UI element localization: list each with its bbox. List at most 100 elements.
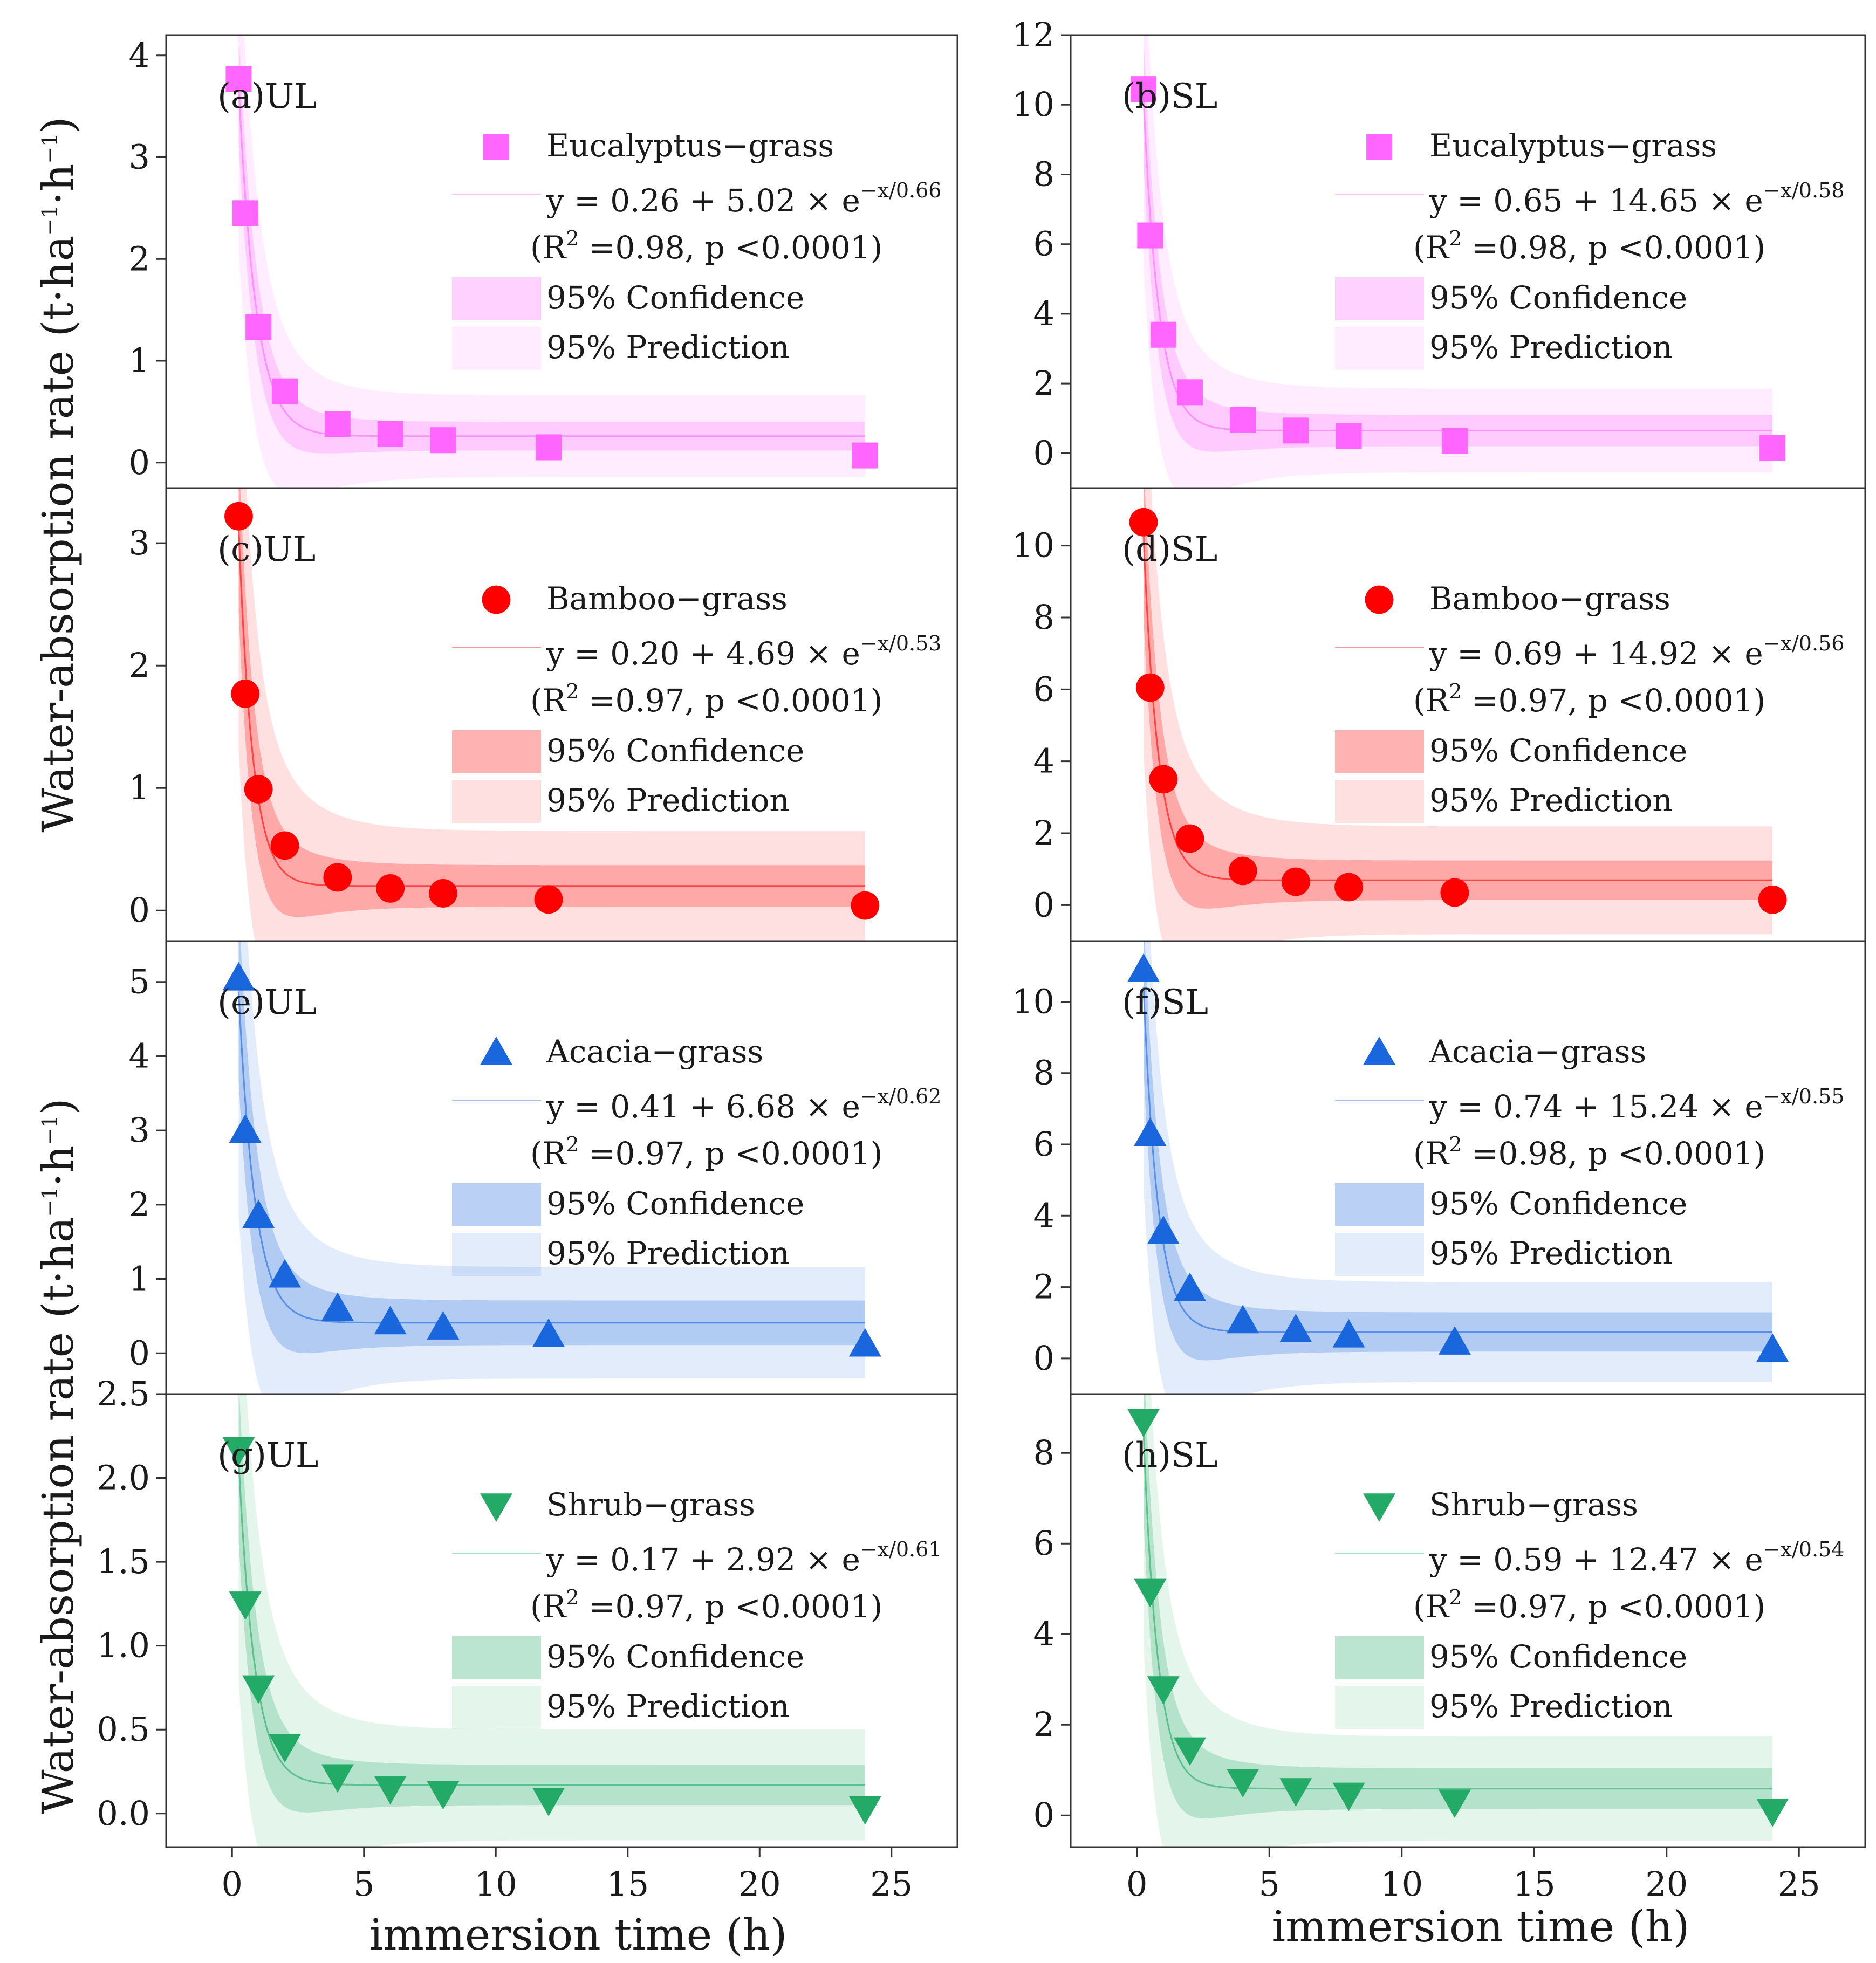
legend-confidence-label: 95% Confidence — [1429, 1185, 1687, 1222]
data-point — [229, 1114, 262, 1143]
legend-prediction-swatch — [1335, 780, 1424, 823]
legend-prediction-label: 95% Prediction — [1429, 329, 1673, 366]
confidence-band — [238, 1394, 865, 1813]
data-point — [1227, 1769, 1259, 1798]
legend-equation: y = 0.59 + 12.47 × e−x/0.54 — [1429, 1538, 1844, 1578]
data-point — [1134, 1578, 1167, 1608]
data-point — [321, 1764, 354, 1793]
data-point — [1440, 878, 1469, 907]
plot-area — [238, 1394, 865, 1847]
data-point — [1149, 765, 1178, 794]
x-tick-label: 10 — [475, 1864, 517, 1904]
legend-confidence-label: 95% Confidence — [546, 279, 804, 316]
y-tick-label: 2 — [129, 1185, 150, 1224]
data-point — [1147, 1216, 1180, 1244]
data-point — [231, 680, 260, 708]
fit-curve — [1142, 986, 1773, 1333]
y-tick-label: 0.0 — [97, 1794, 150, 1833]
legend-stats: (R2 =0.97, p <0.0001) — [1413, 680, 1765, 719]
legend-confidence-label: 95% Confidence — [546, 1185, 804, 1222]
panel-cul: 0 1 2 3 (c)UL Bamboo−grass y = 0.20 + 4.69 × e… — [129, 487, 958, 942]
data-point — [430, 427, 456, 454]
y-tick-label: 0 — [1033, 433, 1055, 472]
y-tick-label: 2 — [129, 646, 150, 685]
data-point — [1756, 1799, 1789, 1827]
legend-series-name: Bamboo−grass — [1429, 580, 1670, 617]
data-point — [848, 1796, 881, 1825]
legend-series-name: Acacia−grass — [546, 1033, 763, 1070]
x-tick-label: 25 — [1778, 1864, 1820, 1904]
data-point — [532, 1318, 565, 1347]
fit-curve — [238, 1459, 865, 1786]
legend-stats: (R2 =0.97, p <0.0001) — [530, 1586, 882, 1625]
data-point — [534, 885, 563, 914]
y-tick-label: 6 — [1033, 224, 1055, 264]
data-point — [1135, 673, 1165, 702]
panel-label: (c)UL — [217, 530, 316, 569]
data-point — [269, 1259, 302, 1288]
y-tick-label: 4 — [129, 36, 150, 75]
panel-eul: 0 1 2 3 4 5 (e)UL Acacia−grass y = 0.41 + 6.68 ×… — [129, 940, 958, 1395]
panel-label: (d)SL — [1122, 530, 1217, 569]
panel-bsl: 0 2 4 6 8 10 12 (b)SL Eucalyptus−grass y = 0.65 +… — [1012, 15, 1866, 489]
data-point — [1279, 1778, 1312, 1807]
legend-equation: y = 0.74 + 15.24 × e−x/0.55 — [1429, 1085, 1844, 1125]
legend-prediction-swatch — [1335, 1233, 1424, 1276]
legend-stats: (R2 =0.97, p <0.0001) — [1413, 1586, 1765, 1625]
legend-marker — [1363, 1493, 1395, 1522]
plot-area — [1142, 1394, 1773, 1847]
data-point — [1281, 867, 1310, 896]
confidence-band — [1144, 941, 1773, 1361]
y-tick-label: 8 — [1033, 1433, 1055, 1472]
data-point — [374, 1776, 407, 1805]
data-point — [1279, 1313, 1312, 1342]
y-tick-label: 0 — [129, 1333, 150, 1372]
y-tick-label: 6 — [1033, 1523, 1055, 1563]
x-tick-label: 0 — [222, 1864, 243, 1904]
legend-confidence-swatch — [452, 277, 541, 320]
legend-confidence-label: 95% Confidence — [1429, 1638, 1687, 1675]
legend-prediction-label: 95% Prediction — [546, 782, 790, 819]
data-point — [1227, 1305, 1259, 1334]
panel-label: (a)UL — [217, 77, 317, 116]
data-point — [224, 502, 253, 531]
data-point — [1176, 379, 1203, 406]
legend-prediction-label: 95% Prediction — [546, 1235, 790, 1272]
plot-area — [238, 941, 865, 1394]
y-tick-label: 8 — [1033, 154, 1055, 194]
y-tick-label: 4 — [1033, 1614, 1055, 1653]
data-point — [1131, 76, 1157, 102]
y-tick-label: 1.0 — [97, 1626, 150, 1665]
legend-prediction-swatch — [1335, 1686, 1424, 1729]
data-point — [245, 314, 272, 340]
x-tick-label: 5 — [353, 1864, 374, 1904]
data-point — [1173, 1737, 1206, 1766]
y-axis-title-bottom: Water-absorption rate (t·ha−1·h−1) — [33, 1098, 83, 1814]
fit-curve — [1142, 537, 1773, 881]
panel-hsl: 0 2 4 6 8 0 5 10 15 20 25 (h)SL Shrub−grass y = 0.59 … — [1033, 1393, 1866, 1904]
data-point — [1230, 407, 1256, 433]
prediction-band — [1144, 1394, 1773, 1847]
plot-area — [1142, 35, 1773, 488]
data-point — [1175, 824, 1204, 853]
y-tick-label: 5 — [129, 962, 150, 1001]
legend-equation: y = 0.69 + 14.92 × e−x/0.56 — [1429, 632, 1844, 672]
panel-fsl: 0 2 4 6 8 10 (f)SL Acacia−grass y = 0.74 + 15.24… — [1012, 940, 1866, 1395]
legend-prediction-label: 95% Prediction — [546, 329, 790, 366]
data-point — [270, 831, 299, 860]
x-tick-label: 15 — [606, 1864, 649, 1904]
y-tick-label: 2 — [1033, 813, 1055, 853]
legend-equation: y = 0.20 + 4.69 × e−x/0.53 — [546, 632, 941, 672]
legend-prediction-swatch — [452, 327, 541, 370]
data-point — [1756, 1333, 1789, 1362]
legend-marker — [1366, 134, 1392, 160]
data-point — [1441, 428, 1468, 454]
data-point — [1332, 1319, 1365, 1348]
data-point — [374, 1306, 407, 1335]
data-point — [1759, 435, 1786, 461]
data-point — [532, 1788, 565, 1816]
data-point — [242, 1675, 275, 1704]
y-tick-label: 0 — [129, 443, 150, 482]
legend-confidence-swatch — [1335, 1183, 1424, 1226]
